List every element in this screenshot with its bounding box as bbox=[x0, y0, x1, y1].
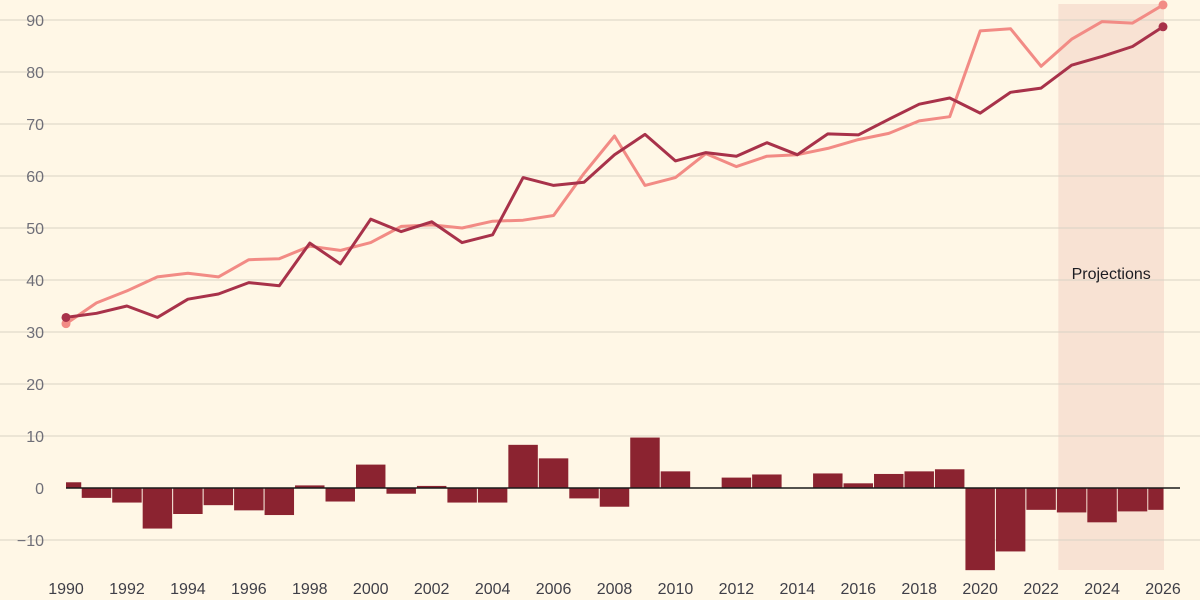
x-tick-label: 2018 bbox=[901, 581, 937, 598]
bar-2009 bbox=[630, 437, 660, 488]
x-tick-label: 2022 bbox=[1023, 581, 1059, 598]
y-tick-label: 40 bbox=[26, 273, 44, 290]
y-tick-label: 20 bbox=[26, 377, 44, 394]
bar-2001 bbox=[386, 488, 416, 494]
bar-2007 bbox=[569, 488, 599, 499]
bar-1997 bbox=[264, 488, 295, 516]
bar-1999 bbox=[325, 488, 355, 502]
bar-1995 bbox=[203, 488, 234, 506]
x-tick-label: 2008 bbox=[597, 581, 633, 598]
bar-2024 bbox=[1087, 488, 1117, 523]
x-tick-label: 2002 bbox=[414, 581, 450, 598]
bar-2004 bbox=[477, 488, 508, 503]
bar-2002 bbox=[416, 485, 447, 488]
series-lines bbox=[61, 0, 1168, 329]
y-tick-label: 30 bbox=[26, 325, 44, 342]
series-line-dark bbox=[64, 25, 1165, 319]
series-marker-light-1990 bbox=[61, 319, 71, 329]
series-line-light bbox=[64, 3, 1165, 326]
x-tick-label: 2006 bbox=[536, 581, 572, 598]
y-tick-label: 60 bbox=[26, 169, 44, 186]
bar-1994 bbox=[173, 488, 203, 514]
x-tick-label: 2016 bbox=[840, 581, 876, 598]
x-tick-label: 2000 bbox=[353, 581, 389, 598]
bar-1998 bbox=[295, 485, 325, 488]
x-tick-label: 1990 bbox=[48, 581, 84, 598]
x-tick-label: 1994 bbox=[170, 581, 206, 598]
bar-2012 bbox=[721, 477, 752, 488]
bar-2018 bbox=[904, 471, 934, 488]
bar-1996 bbox=[234, 488, 264, 511]
projection-band bbox=[1058, 4, 1164, 570]
bar-2006 bbox=[538, 458, 569, 488]
bar-2025 bbox=[1117, 488, 1148, 512]
bar-2022 bbox=[1026, 488, 1056, 510]
bar-1990 bbox=[66, 482, 82, 488]
bar-2019 bbox=[934, 469, 965, 488]
x-tick-label: 1992 bbox=[109, 581, 145, 598]
x-tick-label: 1996 bbox=[231, 581, 267, 598]
bar-2000 bbox=[355, 464, 386, 488]
x-axis-ticks: 1990 1992 1994 1996 1998 2000 2002 2004 2006 2008… bbox=[48, 581, 1181, 598]
gridlines bbox=[0, 19, 1200, 541]
x-tick-label: 2024 bbox=[1084, 581, 1120, 598]
y-tick-label: 70 bbox=[26, 117, 44, 134]
bar-2023 bbox=[1056, 488, 1087, 513]
bar-1992 bbox=[112, 488, 142, 503]
bar-2021 bbox=[995, 488, 1026, 552]
y-tick-label: 90 bbox=[26, 13, 44, 30]
y-axis-ticks: −10 0 10 20 30 40 50 60 70 80 90 bbox=[17, 13, 44, 550]
projections-annotation: Projections bbox=[1072, 266, 1151, 283]
bar-1991 bbox=[81, 488, 112, 498]
y-tick-label: 0 bbox=[35, 481, 44, 498]
x-tick-label: 1998 bbox=[292, 581, 328, 598]
y-tick-label: 80 bbox=[26, 65, 44, 82]
series-marker-dark-2026 bbox=[1158, 22, 1168, 32]
x-tick-label: 2026 bbox=[1145, 581, 1181, 598]
y-tick-label: −10 bbox=[17, 533, 44, 550]
bar-2013 bbox=[752, 474, 782, 488]
bar-2015 bbox=[813, 473, 843, 488]
x-tick-label: 2014 bbox=[780, 581, 816, 598]
y-tick-label: 50 bbox=[26, 221, 44, 238]
bar-2003 bbox=[447, 488, 477, 503]
x-tick-label: 2004 bbox=[475, 581, 511, 598]
bar-1993 bbox=[142, 488, 173, 529]
projection-band-layer bbox=[1058, 4, 1164, 570]
bar-2005 bbox=[508, 444, 538, 488]
bar-2020 bbox=[965, 488, 995, 571]
x-tick-label: 2020 bbox=[962, 581, 998, 598]
bar-2016 bbox=[843, 483, 874, 488]
bar-2026 bbox=[1148, 488, 1164, 510]
x-tick-label: 2010 bbox=[658, 581, 694, 598]
bar-2010 bbox=[660, 471, 691, 488]
series-marker-light-2026 bbox=[1158, 0, 1168, 10]
y-tick-label: 10 bbox=[26, 429, 44, 446]
bar-2008 bbox=[599, 488, 630, 507]
difference-bars bbox=[66, 437, 1164, 571]
series-marker-dark-1990 bbox=[61, 312, 71, 322]
x-tick-label: 2012 bbox=[719, 581, 755, 598]
bar-2017 bbox=[874, 473, 904, 488]
